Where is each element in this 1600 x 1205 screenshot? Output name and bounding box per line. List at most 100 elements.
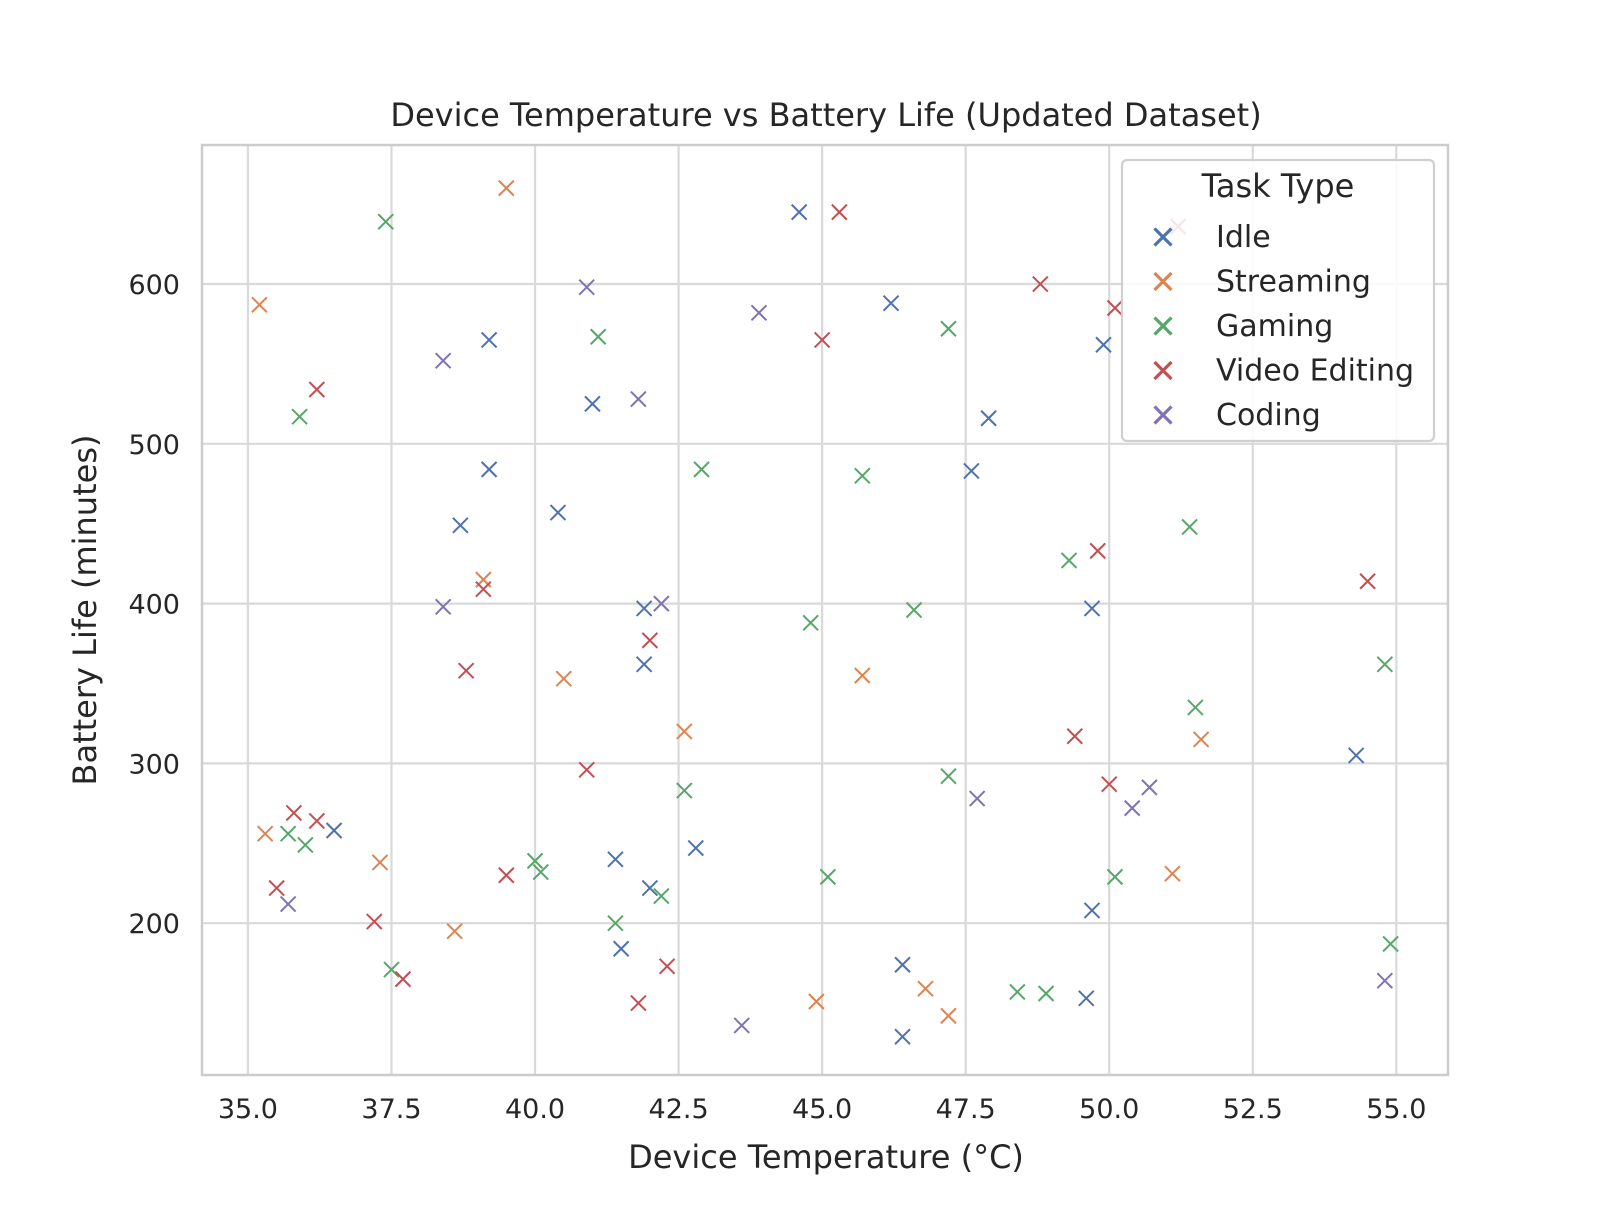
data-point: [256, 825, 274, 842]
data-point: [693, 461, 710, 478]
y-tick-label: 600: [128, 270, 180, 301]
data-point: [1141, 779, 1158, 796]
data-point: [607, 914, 624, 932]
x-tick-label: 45.0: [792, 1094, 852, 1125]
data-point: [1187, 699, 1204, 716]
data-point: [371, 854, 389, 871]
x-tick-label: 52.5: [1223, 1094, 1283, 1125]
legend-label: Idle: [1216, 220, 1271, 255]
data-point: [1083, 902, 1101, 919]
data-point: [1376, 972, 1394, 989]
y-tick-labels: 200 300 400 500 600: [128, 270, 180, 940]
y-tick-label: 400: [128, 590, 180, 621]
legend: Task Type Idle Streaming Gaming Video Editi…: [1120, 158, 1436, 443]
legend-marker: [1153, 360, 1173, 381]
series-gaming: [279, 213, 1399, 1002]
data-point: [882, 294, 900, 312]
x-tick-label: 35.0: [218, 1094, 278, 1125]
data-point: [1078, 990, 1095, 1007]
data-point: [607, 851, 624, 868]
y-tick-label: 500: [128, 430, 180, 461]
x-axis-label: Device Temperature (°C): [628, 1138, 1024, 1176]
legend-label: Gaming: [1216, 309, 1333, 344]
data-point: [733, 1017, 750, 1034]
data-point: [854, 467, 871, 484]
data-point: [940, 320, 957, 337]
data-point: [526, 852, 544, 870]
legend-marker: [1153, 271, 1173, 292]
data-point: [549, 504, 567, 521]
data-point: [279, 825, 297, 842]
data-point: [457, 662, 475, 679]
data-point: [790, 203, 808, 221]
data-point: [1382, 935, 1399, 953]
x-tick-labels: 35.0 37.5 40.0 42.5 45.0 47.5 50.0 52.5 55.0: [218, 1094, 1427, 1125]
series-coding: [279, 279, 1394, 1034]
legend-marker: [1153, 316, 1173, 336]
data-point: [434, 598, 452, 616]
legend-label: Video Editing: [1216, 354, 1414, 389]
data-point: [1376, 656, 1394, 673]
series-idle: [325, 203, 1365, 1045]
data-point: [1083, 600, 1101, 617]
data-point: [1347, 747, 1365, 764]
data-point: [894, 956, 911, 973]
y-tick-label: 300: [128, 749, 180, 780]
data-point: [1106, 299, 1124, 317]
data-point: [1032, 275, 1049, 293]
data-point: [297, 836, 314, 854]
x-tick-label: 50.0: [1079, 1094, 1139, 1125]
data-point: [578, 761, 595, 779]
data-point: [1192, 731, 1210, 748]
x-tick-label: 42.5: [649, 1094, 709, 1125]
data-point: [584, 395, 601, 413]
data-point: [1095, 336, 1112, 353]
data-point: [291, 408, 308, 425]
data-point: [377, 213, 394, 230]
legend-marker: [1153, 405, 1173, 425]
data-point: [980, 410, 997, 427]
data-point: [383, 961, 400, 978]
data-point: [676, 782, 693, 799]
data-point: [366, 913, 383, 930]
data-point: [940, 767, 957, 785]
legend-marker: [1153, 227, 1173, 247]
data-point: [831, 203, 848, 221]
legend-title: Task Type: [1201, 167, 1355, 205]
data-point: [532, 863, 549, 881]
data-point: [1106, 868, 1124, 886]
data-point: [308, 381, 326, 398]
data-point: [653, 887, 670, 905]
data-point: [394, 970, 412, 988]
data-point: [285, 804, 303, 822]
data-point: [750, 304, 768, 321]
data-point: [687, 839, 705, 857]
data-point: [963, 462, 980, 480]
legend-items: Idle Streaming Gaming Video Editing Coding: [1153, 220, 1414, 433]
data-point: [279, 895, 297, 913]
data-point: [641, 879, 659, 897]
x-tick-label: 37.5: [361, 1094, 421, 1125]
data-point: [635, 600, 653, 617]
data-point: [1101, 775, 1118, 793]
data-point: [1066, 728, 1083, 745]
data-points: [251, 179, 1399, 1045]
series-video-editing: [268, 203, 1376, 1012]
data-point: [808, 993, 825, 1010]
data-point: [813, 331, 831, 349]
data-point: [635, 656, 653, 673]
data-point: [578, 279, 595, 296]
data-point: [1359, 573, 1376, 590]
data-point: [1089, 542, 1106, 560]
data-point: [658, 958, 676, 975]
data-point: [905, 601, 923, 619]
data-point: [498, 867, 515, 884]
data-point: [630, 994, 647, 1012]
data-point: [641, 632, 659, 649]
legend-label: Coding: [1216, 398, 1321, 433]
data-point: [917, 980, 934, 997]
data-point: [475, 581, 492, 598]
data-point: [1009, 983, 1026, 1001]
data-point: [325, 822, 343, 839]
